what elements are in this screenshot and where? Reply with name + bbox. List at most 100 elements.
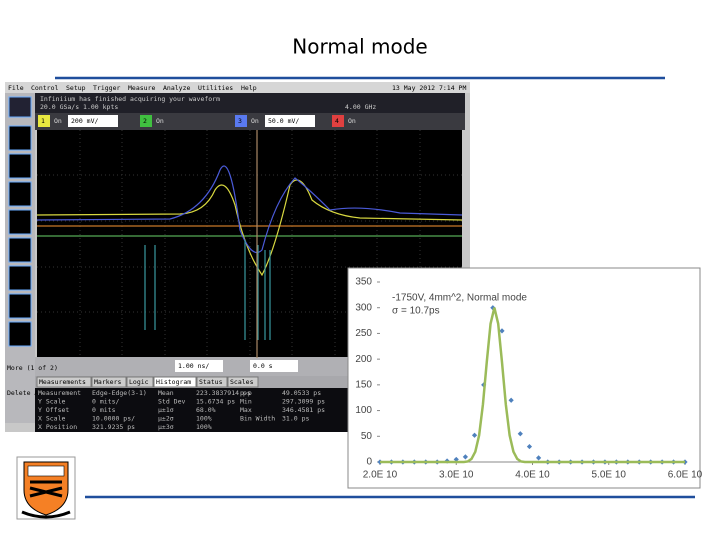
tab-label: Scales bbox=[230, 378, 254, 386]
channel-button[interactable] bbox=[235, 115, 247, 127]
logo bbox=[16, 456, 76, 520]
tab[interactable] bbox=[126, 376, 154, 388]
measurement-cell: 31.0 ps bbox=[282, 415, 309, 423]
annotation: σ = 10.7ps bbox=[392, 306, 440, 317]
menu-item: Utilities bbox=[198, 84, 233, 92]
data-point bbox=[508, 397, 514, 403]
measurement-cell: 0 mits/ bbox=[92, 398, 119, 406]
channel-number: 1 bbox=[41, 117, 45, 125]
tab[interactable] bbox=[153, 376, 197, 388]
acquisition-info: 20.0 GSa/s 1.00 kpts bbox=[40, 103, 118, 111]
measurement-cell: μ±3σ bbox=[158, 423, 174, 431]
measurement-cell: 0 mits bbox=[92, 406, 116, 414]
data-point bbox=[517, 431, 523, 437]
menu-item: Setup bbox=[66, 84, 86, 92]
channel-number: 2 bbox=[143, 117, 147, 125]
menu-item: File bbox=[8, 84, 24, 92]
channel-button[interactable] bbox=[332, 115, 344, 127]
measurement-cell: 297.3099 ps bbox=[282, 398, 325, 406]
tab[interactable] bbox=[196, 376, 228, 388]
x-tick-label: 4.0E 10 bbox=[515, 470, 550, 481]
delay-box bbox=[250, 360, 298, 372]
measurement-cell: 10.0000 ps/ bbox=[92, 415, 135, 423]
measurement-cell: μ±1σ bbox=[158, 406, 174, 414]
data-point bbox=[453, 456, 459, 463]
measurement-cell: X Scale bbox=[38, 415, 65, 423]
data-point bbox=[462, 454, 468, 460]
measurement-cell: 15.6734 ps bbox=[196, 398, 235, 406]
channel-state: On bbox=[348, 117, 356, 125]
delete-all-button[interactable]: Delete All bbox=[7, 389, 46, 397]
measurement-cell: Y Offset bbox=[38, 406, 69, 414]
data-point bbox=[526, 443, 533, 450]
menu-item: Trigger bbox=[93, 84, 120, 92]
tab-label: Measurements bbox=[39, 378, 86, 386]
channel-state: On bbox=[251, 117, 259, 125]
channel-scale: 50.0 mV/ bbox=[268, 117, 299, 125]
y-tick-label: 150 bbox=[355, 379, 372, 390]
menu-item: Analyze bbox=[163, 84, 190, 92]
measurement-cell: Measurement bbox=[38, 389, 81, 397]
measurement-cell: Std Dev bbox=[158, 398, 185, 406]
x-tick-label: 5.0E 10 bbox=[592, 470, 627, 481]
channel-state: On bbox=[54, 117, 62, 125]
status-message: Infiniium has finished acquiring your wa… bbox=[40, 95, 220, 103]
y-tick-label: 50 bbox=[361, 431, 373, 442]
data-point bbox=[471, 432, 478, 438]
waveforms bbox=[36, 130, 463, 358]
delay: 0.0 s bbox=[253, 362, 273, 370]
chart-frame bbox=[347, 267, 701, 489]
menu-item: Control bbox=[31, 84, 58, 92]
data-point bbox=[536, 455, 542, 461]
y-tick-label: 100 bbox=[355, 405, 372, 416]
tab[interactable] bbox=[36, 376, 92, 388]
measurement-cell: Y Scale bbox=[38, 398, 65, 406]
y-tick-label: 350 bbox=[355, 277, 372, 288]
measurement-cell: Max bbox=[240, 406, 252, 414]
channel-number: 4 bbox=[335, 117, 339, 125]
tab-label: Status bbox=[199, 378, 223, 386]
y-tick-label: 200 bbox=[355, 354, 372, 365]
measurement-cell: Bin Width bbox=[240, 415, 275, 423]
y-tick-label: 250 bbox=[355, 328, 372, 339]
toolbar-icons bbox=[8, 96, 32, 347]
measurement-cell: Min bbox=[240, 398, 252, 406]
channel-button[interactable] bbox=[140, 115, 152, 127]
scale-box bbox=[265, 115, 315, 127]
tab[interactable] bbox=[227, 376, 259, 388]
datetime: 13 May 2012 7:14 PM bbox=[392, 84, 466, 92]
data-point bbox=[499, 328, 505, 334]
measurement-cell: 223.3837914 ps bbox=[196, 389, 251, 397]
measurement-cell: 346.4581 ps bbox=[282, 406, 325, 414]
scale-box bbox=[68, 115, 118, 127]
channel-state: On bbox=[156, 117, 164, 125]
x-tick-label: 6.0E 10 bbox=[668, 470, 703, 481]
tab[interactable] bbox=[91, 376, 127, 388]
x-tick-label: 3.0E 10 bbox=[439, 470, 474, 481]
tab-label: Markers bbox=[94, 378, 121, 386]
measurement-cell: 321.9235 ps bbox=[92, 423, 135, 431]
measurement-cell: 68.0% bbox=[196, 406, 216, 414]
timebase-box bbox=[175, 360, 223, 372]
measurement-cell: Edge-Edge(3-1) bbox=[92, 389, 147, 397]
channel-button[interactable] bbox=[38, 115, 50, 127]
measurement-cell: Mean bbox=[158, 389, 174, 397]
menu-item: Measure bbox=[128, 84, 155, 92]
measurement-cell: 49.0533 ps bbox=[282, 389, 321, 397]
tab-label: Histogram bbox=[156, 378, 191, 386]
measurement-cell: 100% bbox=[196, 423, 212, 431]
channel-scale: 200 mV/ bbox=[71, 117, 98, 125]
menu-item: Help bbox=[241, 84, 257, 92]
timebase: 1.00 ns/ bbox=[178, 362, 209, 370]
x-tick-label: 2.0E 10 bbox=[363, 470, 398, 481]
measurement-cell: 100% bbox=[196, 415, 212, 423]
graticule bbox=[37, 130, 462, 358]
y-tick-label: 0 bbox=[366, 457, 372, 468]
annotation: -1750V, 4mm^2, Normal mode bbox=[392, 293, 527, 304]
bandwidth: 4.00 GHz bbox=[345, 103, 376, 111]
measurement-cell: p-p bbox=[240, 389, 252, 397]
fit-curve bbox=[380, 307, 685, 464]
more-button[interactable]: More (1 of 2) bbox=[7, 364, 58, 372]
